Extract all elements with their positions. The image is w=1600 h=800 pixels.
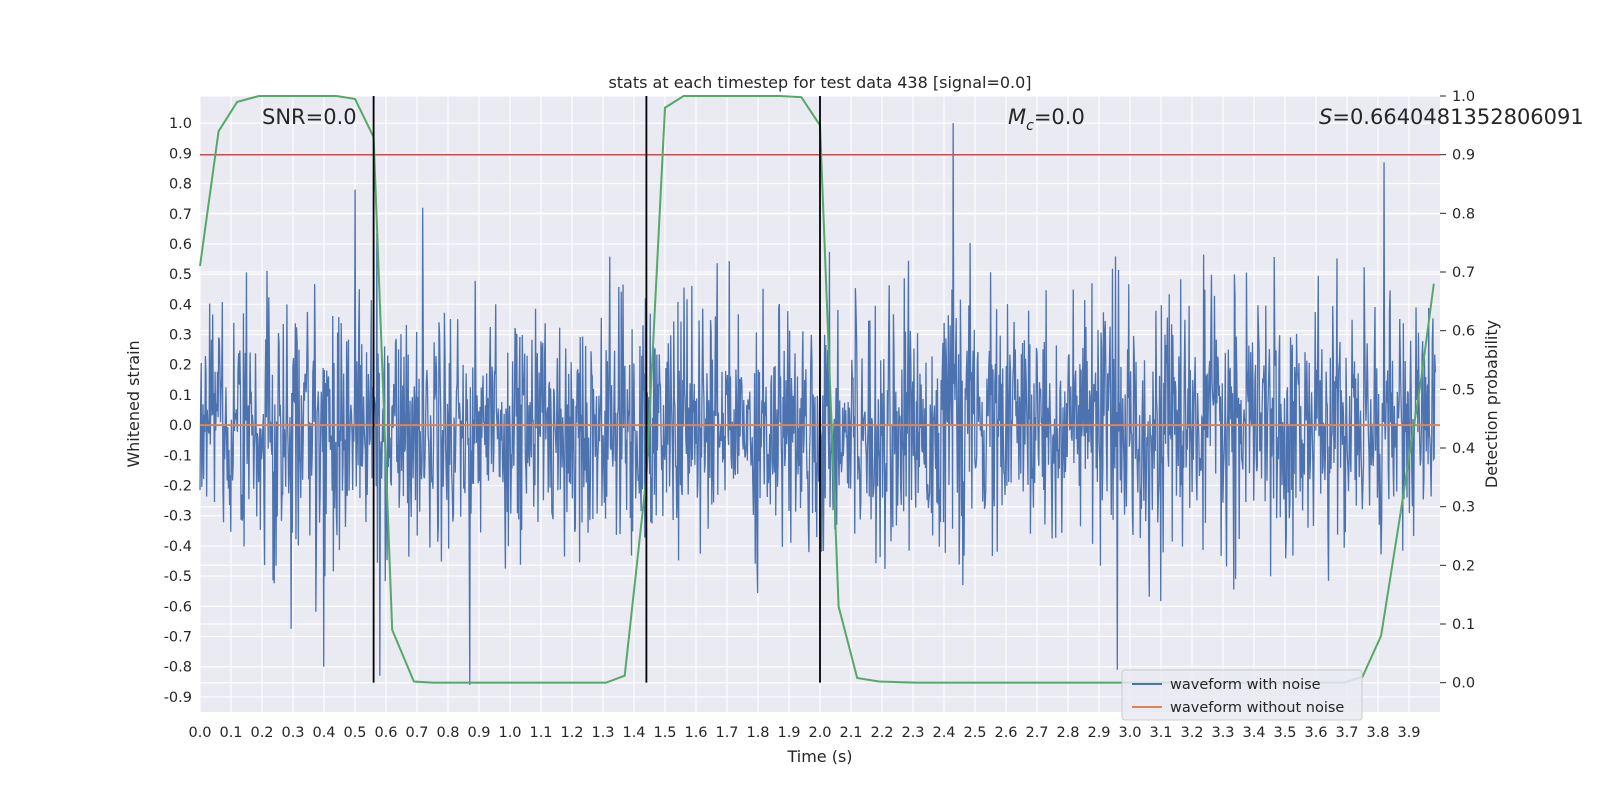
x-tick-label: 3.7 <box>1335 725 1358 741</box>
y2-tick-label: 1.0 <box>1452 89 1475 105</box>
x-tick-label: 3.6 <box>1304 725 1327 741</box>
y2-tick-label: 0.2 <box>1452 558 1475 574</box>
y-tick-label: -0.7 <box>164 630 192 646</box>
x-tick-label: 1.7 <box>715 725 738 741</box>
y-tick-label: 0.0 <box>169 418 192 434</box>
x-tick-label: 0.0 <box>188 725 211 741</box>
y2-tick-label: 0.8 <box>1452 206 1475 222</box>
y-axis-label: Whitened strain <box>124 340 143 467</box>
x-tick-label: 3.3 <box>1211 725 1234 741</box>
y2-tick-label: 0.0 <box>1452 676 1475 692</box>
legend-box <box>1121 669 1363 721</box>
chart-title: stats at each timestep for test data 438… <box>608 73 1031 92</box>
x-tick-label: 1.2 <box>560 725 583 741</box>
y2-tick-label: 0.1 <box>1452 617 1475 633</box>
legend: waveform with noise waveform without noi… <box>1121 669 1363 721</box>
x-tick-label: 1.1 <box>529 725 552 741</box>
x-tick-label: 2.3 <box>901 725 924 741</box>
x-tick-label: 1.0 <box>498 725 521 741</box>
x-tick-label: 0.8 <box>436 725 459 741</box>
y2-tick-label: 0.3 <box>1452 500 1475 516</box>
y2-tick-label: 0.9 <box>1452 148 1475 164</box>
x-tick-label: 3.4 <box>1242 725 1265 741</box>
y-tick-label: -0.3 <box>164 509 192 525</box>
annotation-snr: SNR=0.0 <box>262 105 357 129</box>
x-tick-label: 0.9 <box>467 725 490 741</box>
annotation-chirp-mass-symbol: M <box>1008 105 1026 129</box>
x-tick-label: 3.2 <box>1180 725 1203 741</box>
x-tick-label: 0.1 <box>219 725 242 741</box>
x-tick-label: 2.5 <box>963 725 986 741</box>
x-axis-ticks: 0.0 0.1 0.2 0.3 0.4 0.5 0.6 0.7 0.8 0.9 1.0 1.1 1.2 1… <box>188 725 1420 741</box>
x-tick-label: 3.8 <box>1366 725 1389 741</box>
y-tick-label: -0.8 <box>164 660 192 676</box>
waveform-with-noise-line <box>199 123 1436 685</box>
x-axis-label: Time (s) <box>786 747 852 766</box>
x-tick-label: 0.5 <box>343 725 366 741</box>
series-waveform-with-noise <box>199 123 1436 685</box>
x-tick-label: 3.0 <box>1118 725 1141 741</box>
y-tick-label: -0.6 <box>164 599 192 615</box>
y-tick-label: -0.2 <box>164 479 192 495</box>
annotation-score: S=0.6640481352806091 <box>1319 105 1584 129</box>
legend-label-noise: waveform with noise <box>1170 677 1321 693</box>
x-tick-label: 0.3 <box>281 725 304 741</box>
x-tick-label: 0.7 <box>405 725 428 741</box>
y-axis-ticks: 1.0 0.9 0.8 0.7 0.6 0.5 0.4 0.3 0.2 0.1 0.0 -0.1 -0.… <box>164 116 192 706</box>
y-tick-label: 0.1 <box>169 388 192 404</box>
x-tick-label: 2.8 <box>1056 725 1079 741</box>
x-tick-label: 2.9 <box>1087 725 1110 741</box>
x-tick-label: 1.9 <box>777 725 800 741</box>
x-tick-label: 1.6 <box>684 725 707 741</box>
x-tick-label: 1.4 <box>622 725 645 741</box>
y-tick-label: 0.5 <box>169 267 192 283</box>
annotation-chirp-mass-subscript: c <box>1026 118 1034 134</box>
x-tick-label: 2.7 <box>1025 725 1048 741</box>
x-tick-label: 2.4 <box>932 725 955 741</box>
y2-axis-label: Detection probability <box>1482 320 1501 488</box>
y2-axis-ticks: 1.0 0.9 0.8 0.7 0.6 0.5 0.4 0.3 0.2 0.1 0.0 <box>1440 89 1475 692</box>
x-tick-label: 1.8 <box>746 725 769 741</box>
y-tick-label: -0.4 <box>164 539 192 555</box>
x-tick-label: 3.1 <box>1149 725 1172 741</box>
x-tick-label: 1.5 <box>653 725 676 741</box>
annotation-score-value: =0.6640481352806091 <box>1332 105 1583 129</box>
y-tick-label: 0.3 <box>169 328 192 344</box>
y2-tick-label: 0.4 <box>1452 441 1475 457</box>
y-tick-label: 0.6 <box>169 237 192 253</box>
x-tick-label: 0.4 <box>312 725 335 741</box>
vertical-markers <box>372 96 821 683</box>
y-tick-label: -0.5 <box>164 569 192 585</box>
y-tick-label: 0.9 <box>169 146 192 162</box>
y-tick-label: 1.0 <box>169 116 192 132</box>
annotation-chirp-mass: Mc=0.0 <box>1008 105 1085 134</box>
y2-tick-label: 0.6 <box>1452 324 1475 340</box>
y-tick-label: 0.8 <box>169 177 192 193</box>
x-tick-label: 0.6 <box>374 725 397 741</box>
x-tick-label: 3.9 <box>1397 725 1420 741</box>
y-tick-label: 0.7 <box>169 207 192 223</box>
x-tick-label: 2.2 <box>870 725 893 741</box>
annotation-score-symbol: S <box>1319 105 1332 129</box>
x-tick-label: 0.2 <box>250 725 273 741</box>
y-tick-label: -0.9 <box>164 690 192 706</box>
x-tick-label: 1.3 <box>591 725 614 741</box>
x-tick-label: 2.6 <box>994 725 1017 741</box>
annotation-chirp-mass-value: =0.0 <box>1034 105 1085 129</box>
y2-tick-label: 0.7 <box>1452 265 1475 281</box>
y-tick-label: 0.2 <box>169 358 192 374</box>
y-tick-label: 0.4 <box>169 297 192 313</box>
x-tick-label: 3.5 <box>1273 725 1296 741</box>
y2-tick-label: 0.5 <box>1452 382 1475 398</box>
x-tick-label: 2.1 <box>839 725 862 741</box>
y-tick-label: -0.1 <box>164 448 192 464</box>
x-tick-label: 2.0 <box>808 725 831 741</box>
legend-label-clean: waveform without noise <box>1170 700 1344 716</box>
